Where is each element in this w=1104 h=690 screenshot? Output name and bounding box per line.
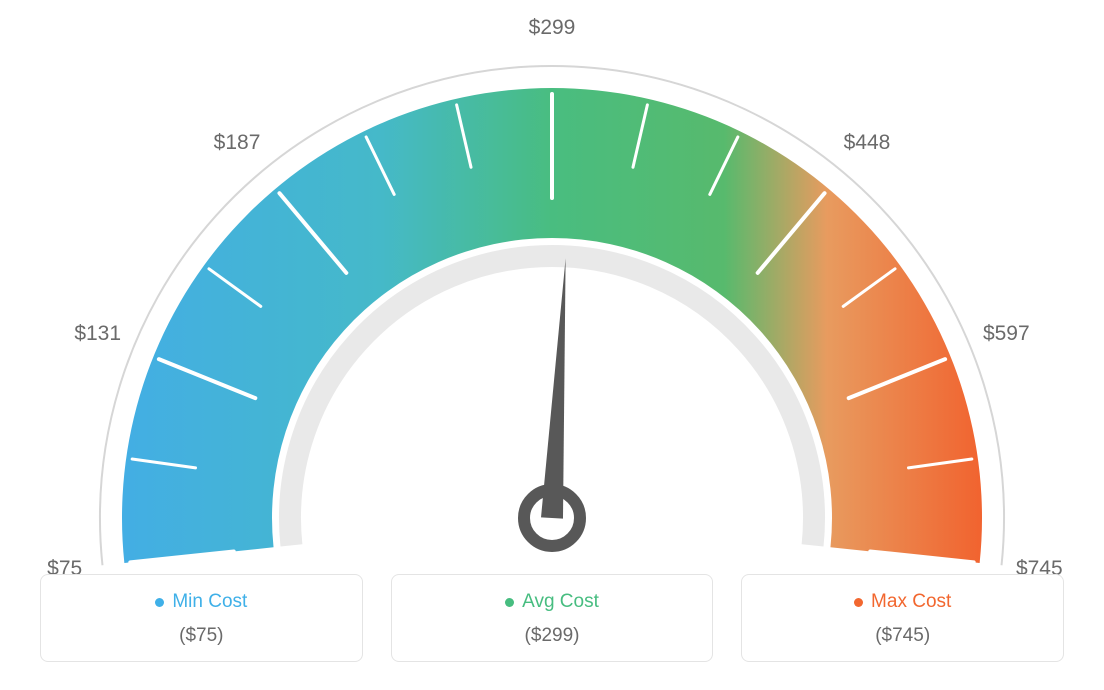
dot-icon <box>505 598 514 607</box>
legend-card-max: Max Cost ($745) <box>741 574 1064 662</box>
legend-value-min: ($75) <box>51 625 352 647</box>
legend-row: Min Cost ($75) Avg Cost ($299) Max Cost … <box>40 574 1064 662</box>
gauge-svg <box>0 10 1104 570</box>
legend-title-text: Min Cost <box>172 591 247 613</box>
legend-title-text: Avg Cost <box>522 591 599 613</box>
legend-title-min: Min Cost <box>155 591 247 613</box>
legend-title-avg: Avg Cost <box>505 591 599 613</box>
dot-icon <box>155 598 164 607</box>
gauge-tick-label: $597 <box>983 322 1030 346</box>
legend-title-max: Max Cost <box>854 591 951 613</box>
legend-card-avg: Avg Cost ($299) <box>391 574 714 662</box>
gauge-tick-label: $299 <box>529 16 576 40</box>
legend-value-max: ($745) <box>752 625 1053 647</box>
legend-card-min: Min Cost ($75) <box>40 574 363 662</box>
legend-value-avg: ($299) <box>402 625 703 647</box>
dot-icon <box>854 598 863 607</box>
gauge-tick-label: $187 <box>214 131 261 155</box>
legend-title-text: Max Cost <box>871 591 951 613</box>
gauge-tick-label: $448 <box>844 131 891 155</box>
gauge-tick-label: $131 <box>74 322 121 346</box>
gauge-area: $75$131$187$299$448$597$745 <box>0 10 1104 570</box>
gauge-chart-container: $75$131$187$299$448$597$745 Min Cost ($7… <box>0 0 1104 690</box>
